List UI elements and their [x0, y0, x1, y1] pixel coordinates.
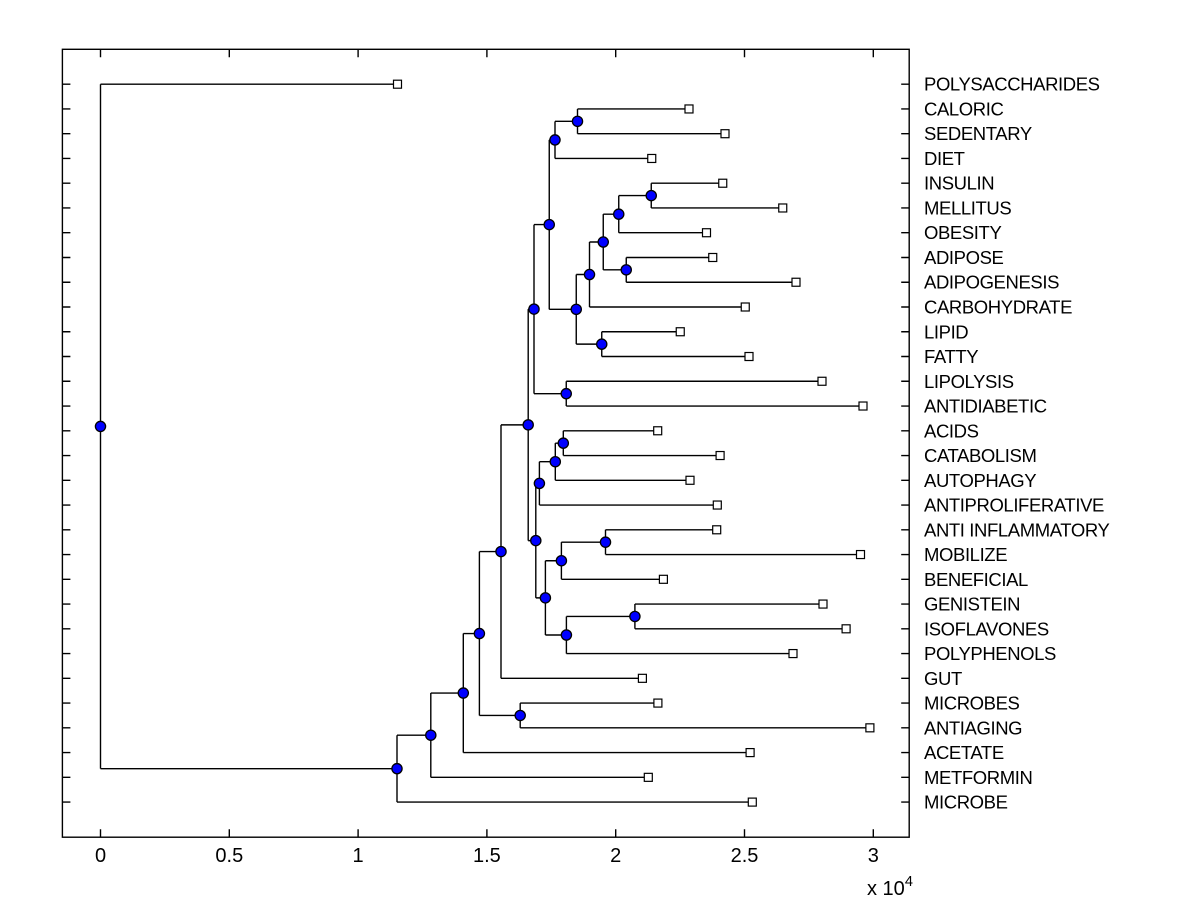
svg-text:2: 2	[610, 845, 621, 867]
svg-text:ACIDS: ACIDS	[924, 420, 979, 441]
svg-text:1.5: 1.5	[473, 845, 501, 867]
svg-text:MICROBE: MICROBE	[924, 792, 1008, 813]
svg-text:ANTI INFLAMMATORY: ANTI INFLAMMATORY	[924, 519, 1109, 540]
svg-text:ANTIAGING: ANTIAGING	[924, 717, 1022, 738]
svg-text:MOBILIZE: MOBILIZE	[924, 544, 1007, 565]
svg-text:ADIPOGENESIS: ADIPOGENESIS	[924, 272, 1059, 293]
svg-text:FATTY: FATTY	[924, 346, 978, 367]
svg-text:3: 3	[868, 845, 879, 867]
svg-text:AUTOPHAGY: AUTOPHAGY	[924, 470, 1036, 491]
svg-text:ISOFLAVONES: ISOFLAVONES	[924, 618, 1049, 639]
svg-text:0: 0	[95, 845, 106, 867]
svg-text:ANTIDIABETIC: ANTIDIABETIC	[924, 396, 1047, 417]
svg-text:POLYSACCHARIDES: POLYSACCHARIDES	[924, 74, 1100, 95]
svg-text:GUT: GUT	[924, 668, 962, 689]
svg-text:CATABOLISM: CATABOLISM	[924, 445, 1037, 466]
svg-text:BENEFICIAL: BENEFICIAL	[924, 569, 1028, 590]
svg-text:MICROBES: MICROBES	[924, 693, 1020, 714]
svg-text:OBESITY: OBESITY	[924, 222, 1001, 243]
svg-text:CARBOHYDRATE: CARBOHYDRATE	[924, 297, 1072, 318]
svg-text:LIPOLYSIS: LIPOLYSIS	[924, 371, 1014, 392]
svg-text:2.5: 2.5	[731, 845, 759, 867]
svg-text:INSULIN: INSULIN	[924, 173, 994, 194]
svg-text:ANTIPROLIFERATIVE: ANTIPROLIFERATIVE	[924, 495, 1104, 516]
svg-text:POLYPHENOLS: POLYPHENOLS	[924, 643, 1056, 664]
svg-text:DIET: DIET	[924, 148, 965, 169]
svg-text:METFORMIN: METFORMIN	[924, 767, 1032, 788]
svg-text:LIPID: LIPID	[924, 321, 968, 342]
svg-text:SEDENTARY: SEDENTARY	[924, 123, 1032, 144]
svg-text:ACETATE: ACETATE	[924, 742, 1004, 763]
svg-text:GENISTEIN: GENISTEIN	[924, 594, 1020, 615]
svg-text:ADIPOSE: ADIPOSE	[924, 247, 1004, 268]
svg-text:CALORIC: CALORIC	[924, 98, 1003, 119]
svg-text:1: 1	[353, 845, 364, 867]
svg-text:MELLITUS: MELLITUS	[924, 197, 1011, 218]
svg-text:0.5: 0.5	[215, 845, 243, 867]
